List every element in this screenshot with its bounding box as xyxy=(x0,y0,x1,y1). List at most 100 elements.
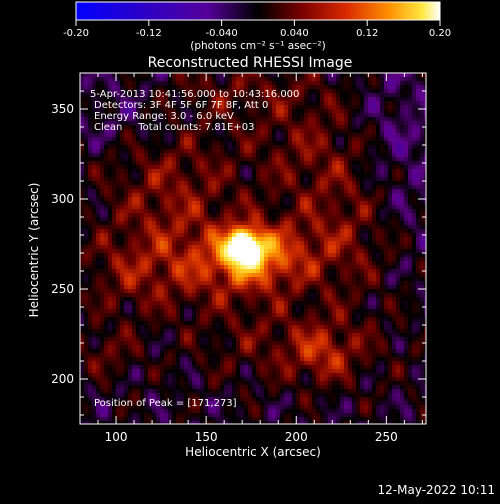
heatmap-cell xyxy=(296,149,301,154)
heatmap-cell xyxy=(240,81,245,86)
heatmap-cell xyxy=(304,145,309,150)
heatmap-cell xyxy=(296,189,301,194)
heatmap-cell xyxy=(196,229,201,234)
heatmap-cell xyxy=(184,169,189,174)
heatmap-cell xyxy=(216,277,221,282)
heatmap-cell xyxy=(328,89,333,94)
heatmap-cell xyxy=(236,81,241,86)
heatmap-cell xyxy=(328,289,333,294)
heatmap-cell xyxy=(112,225,117,230)
heatmap-cell xyxy=(156,157,161,162)
heatmap-cell xyxy=(388,225,393,230)
heatmap-cell xyxy=(92,153,97,158)
heatmap-cell xyxy=(224,153,229,158)
heatmap-cell xyxy=(204,233,209,238)
heatmap-cell xyxy=(200,137,205,142)
heatmap-cell xyxy=(228,173,233,178)
heatmap-cell xyxy=(92,189,97,194)
heatmap-cell xyxy=(372,221,377,226)
heatmap-cell xyxy=(216,149,221,154)
heatmap-cell xyxy=(284,193,289,198)
heatmap-cell xyxy=(236,269,241,274)
heatmap-cell xyxy=(172,201,177,206)
heatmap-cell xyxy=(256,245,261,250)
heatmap-cell xyxy=(412,141,417,146)
heatmap-cell xyxy=(284,189,289,194)
heatmap-cell xyxy=(248,217,253,222)
heatmap-cell xyxy=(356,105,361,110)
heatmap-cell xyxy=(268,161,273,166)
heatmap-cell xyxy=(332,125,337,130)
heatmap-cell xyxy=(92,285,97,290)
heatmap-cell xyxy=(316,237,321,242)
heatmap-cell xyxy=(264,153,269,158)
heatmap-cell xyxy=(380,109,385,114)
heatmap-cell xyxy=(216,225,221,230)
heatmap-cell xyxy=(92,197,97,202)
heatmap-cell xyxy=(104,245,109,250)
heatmap-cell xyxy=(244,225,249,230)
heatmap-cell xyxy=(408,289,413,294)
heatmap-cell xyxy=(292,81,297,86)
heatmap-cell xyxy=(400,101,405,106)
heatmap-cell xyxy=(256,241,261,246)
heatmap-cell xyxy=(368,233,373,238)
heatmap-cell xyxy=(320,117,325,122)
heatmap-cell xyxy=(276,297,281,302)
heatmap-cell xyxy=(400,253,405,258)
heatmap-cell xyxy=(156,197,161,202)
heatmap-cell xyxy=(124,145,129,150)
heatmap-cell xyxy=(268,201,273,206)
heatmap-cell xyxy=(396,273,401,278)
heatmap-cell xyxy=(260,261,265,266)
heatmap-cell xyxy=(360,273,365,278)
heatmap-cell xyxy=(384,273,389,278)
heatmap-cell xyxy=(108,273,113,278)
heatmap-cell xyxy=(188,277,193,282)
heatmap-cell xyxy=(244,145,249,150)
heatmap-cell xyxy=(144,269,149,274)
heatmap-cell xyxy=(296,141,301,146)
heatmap-cell xyxy=(256,177,261,182)
heatmap-cell xyxy=(328,149,333,154)
heatmap-cell xyxy=(340,257,345,262)
heatmap-cell xyxy=(420,153,425,158)
heatmap-cell xyxy=(140,209,145,214)
heatmap-cell xyxy=(336,209,341,214)
heatmap-cell xyxy=(312,237,317,242)
heatmap-cell xyxy=(184,293,189,298)
heatmap-cell xyxy=(404,257,409,262)
heatmap-cell xyxy=(364,157,369,162)
heatmap-cell xyxy=(268,249,273,254)
heatmap-cell xyxy=(300,289,305,294)
heatmap-cell xyxy=(212,173,217,178)
heatmap-cell xyxy=(280,185,285,190)
heatmap-cell xyxy=(400,177,405,182)
heatmap-cell xyxy=(140,185,145,190)
heatmap-cell xyxy=(244,229,249,234)
heatmap-cell xyxy=(360,121,365,126)
heatmap-cell xyxy=(244,81,249,86)
heatmap-cell xyxy=(364,217,369,222)
heatmap-cell xyxy=(396,113,401,118)
heatmap-cell xyxy=(300,157,305,162)
heatmap-cell xyxy=(328,161,333,166)
heatmap-cell xyxy=(164,193,169,198)
heatmap-cell xyxy=(408,97,413,102)
heatmap-cell xyxy=(140,217,145,222)
heatmap-cell xyxy=(412,241,417,246)
heatmap-cell xyxy=(96,177,101,182)
heatmap-cell xyxy=(332,153,337,158)
heatmap-cell xyxy=(368,85,373,90)
heatmap-cell xyxy=(340,225,345,230)
heatmap-cell xyxy=(296,177,301,182)
heatmap-cell xyxy=(388,237,393,242)
heatmap-cell xyxy=(284,237,289,242)
heatmap-cell xyxy=(176,245,181,250)
heatmap-cell xyxy=(280,221,285,226)
heatmap-cell xyxy=(340,281,345,286)
heatmap-cell xyxy=(336,265,341,270)
heatmap-cell xyxy=(296,181,301,186)
heatmap-cell xyxy=(256,289,261,294)
heatmap-cell xyxy=(212,237,217,242)
